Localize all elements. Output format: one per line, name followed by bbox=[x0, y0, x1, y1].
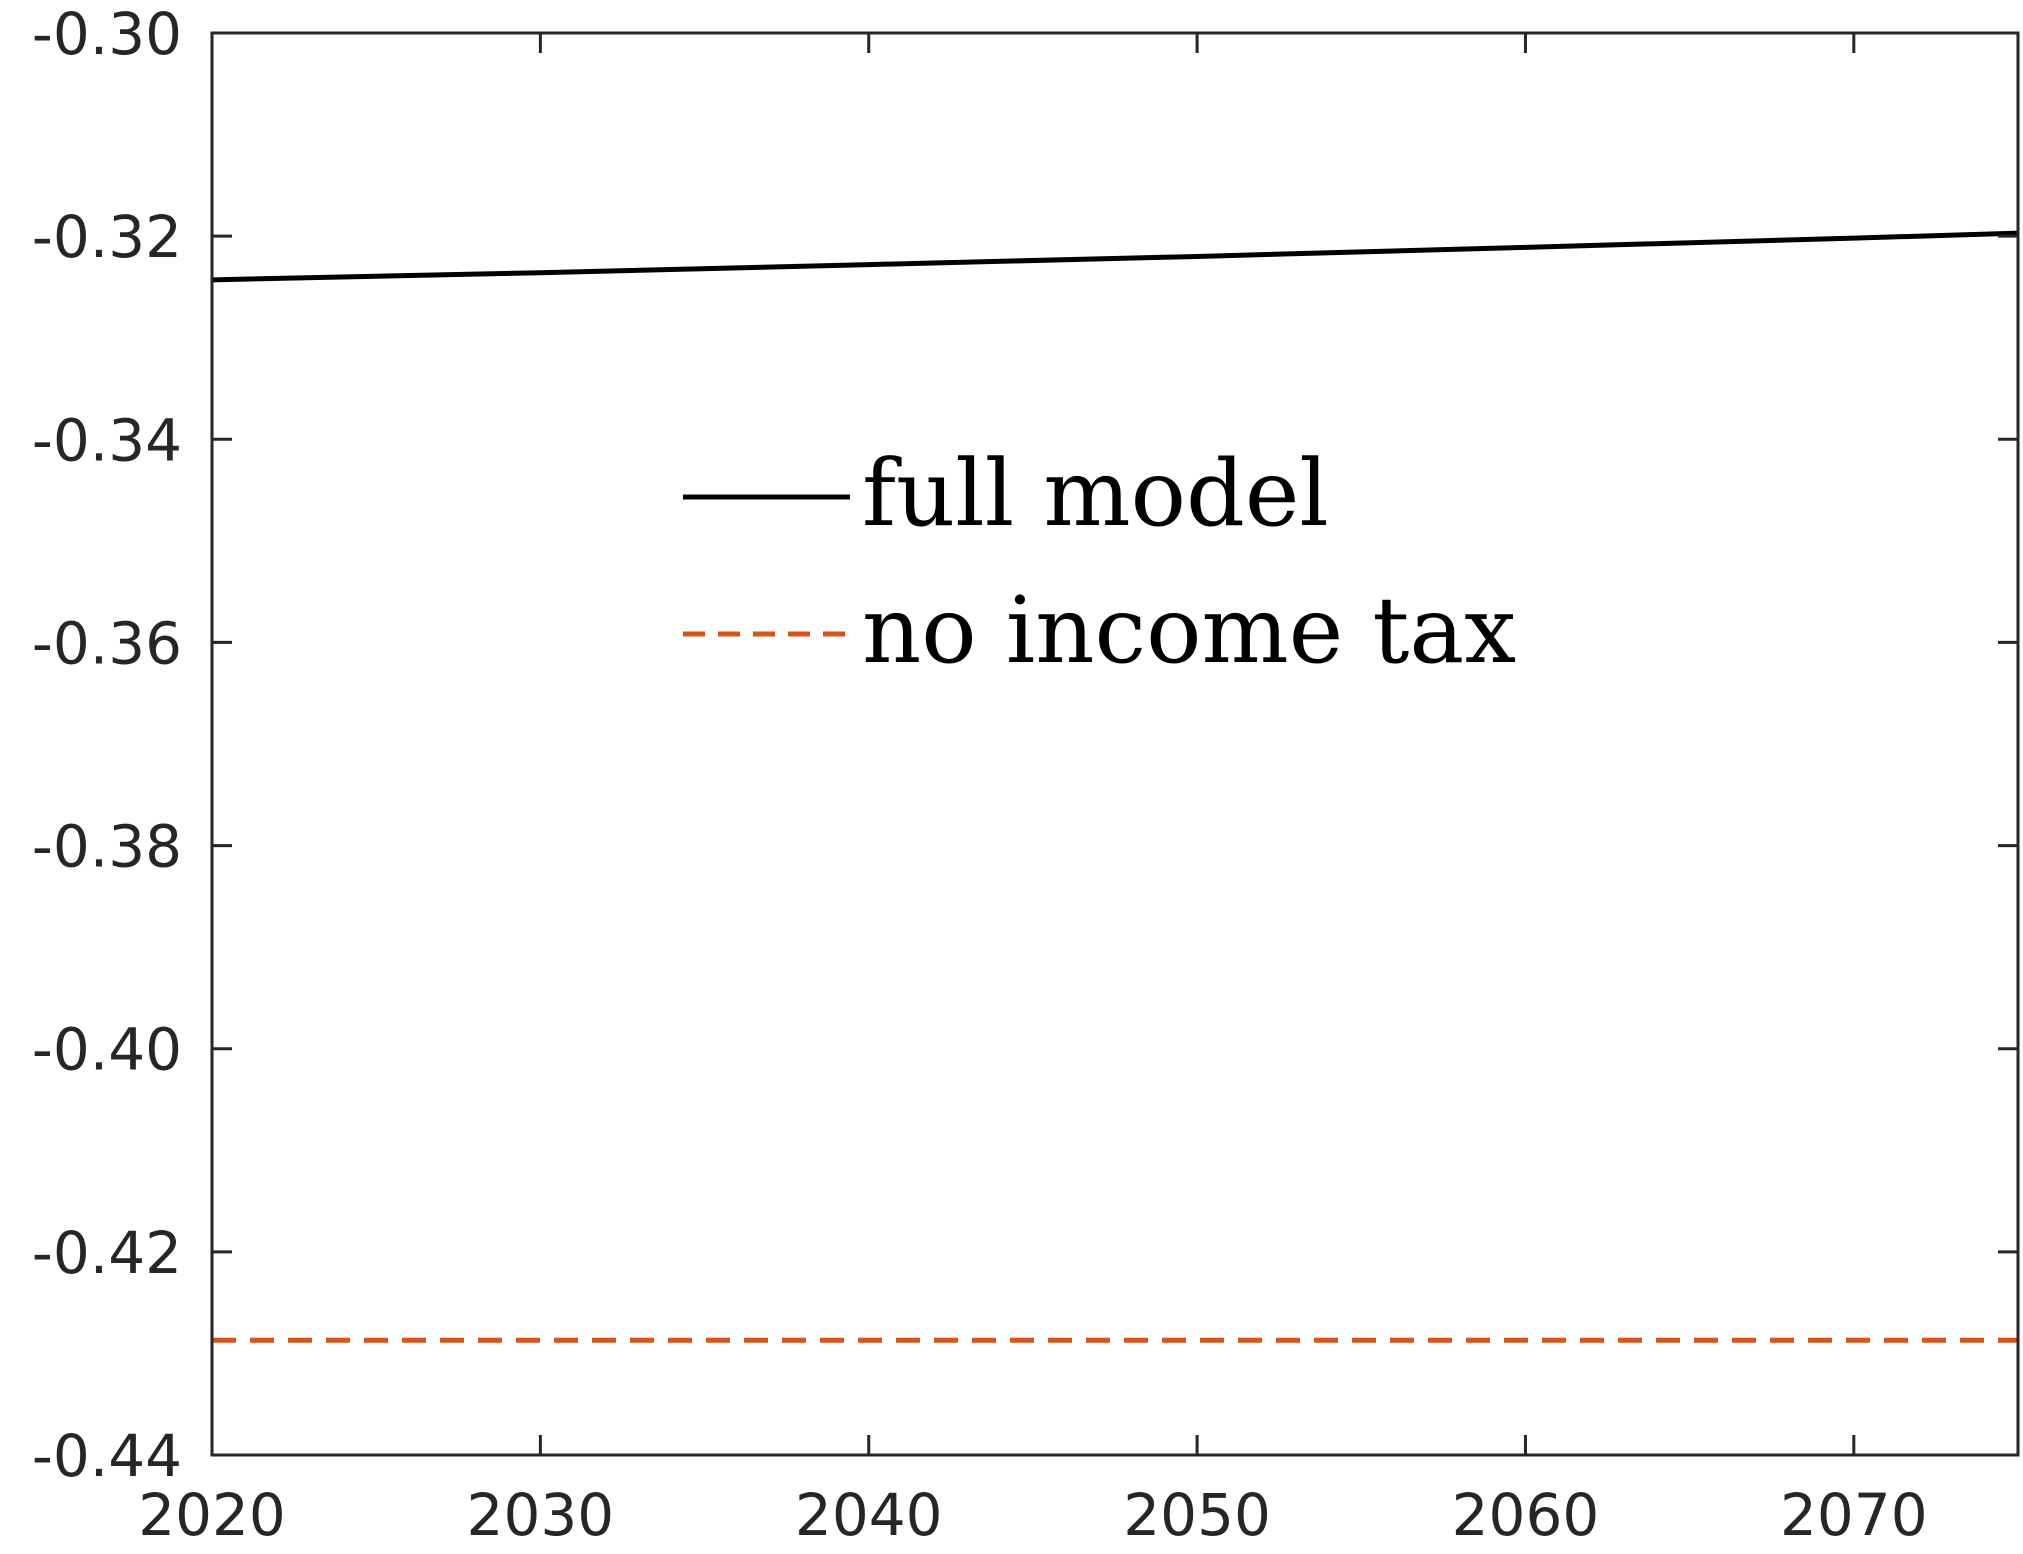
legend-label-1: full model bbox=[862, 440, 1329, 547]
y-tick-label: -0.44 bbox=[32, 1422, 182, 1490]
x-tick-label: 2020 bbox=[138, 1481, 286, 1549]
legend-label-2: no income tax bbox=[862, 577, 1516, 684]
y-tick-label: -0.32 bbox=[32, 203, 182, 271]
y-tick-label: -0.34 bbox=[32, 406, 182, 474]
x-tick-label: 2060 bbox=[1452, 1481, 1600, 1549]
series-layer bbox=[211, 230, 2019, 1343]
x-tick-label: 2050 bbox=[1123, 1481, 1271, 1549]
tick-labels: 2020 2030 2040 2050 2060 2070 -0.30 -0.32 -0.34 -… bbox=[32, 0, 1928, 1549]
y-tick-label: -0.30 bbox=[32, 0, 182, 68]
y-tick-label: -0.36 bbox=[32, 609, 182, 677]
axes-box bbox=[210, 31, 2020, 1457]
legend: full model no income tax bbox=[683, 440, 1516, 684]
x-tick-label: 2030 bbox=[467, 1481, 615, 1549]
axes-layer bbox=[210, 31, 2020, 1457]
x-tick-label: 2040 bbox=[795, 1481, 943, 1549]
x-tick-label: 2070 bbox=[1780, 1481, 1928, 1549]
y-tick-label: -0.40 bbox=[32, 1016, 182, 1084]
ticks-layer bbox=[210, 31, 2018, 1457]
series-line-1 bbox=[211, 230, 2019, 283]
y-tick-label: -0.42 bbox=[32, 1219, 182, 1287]
y-tick-label: -0.38 bbox=[32, 813, 182, 881]
